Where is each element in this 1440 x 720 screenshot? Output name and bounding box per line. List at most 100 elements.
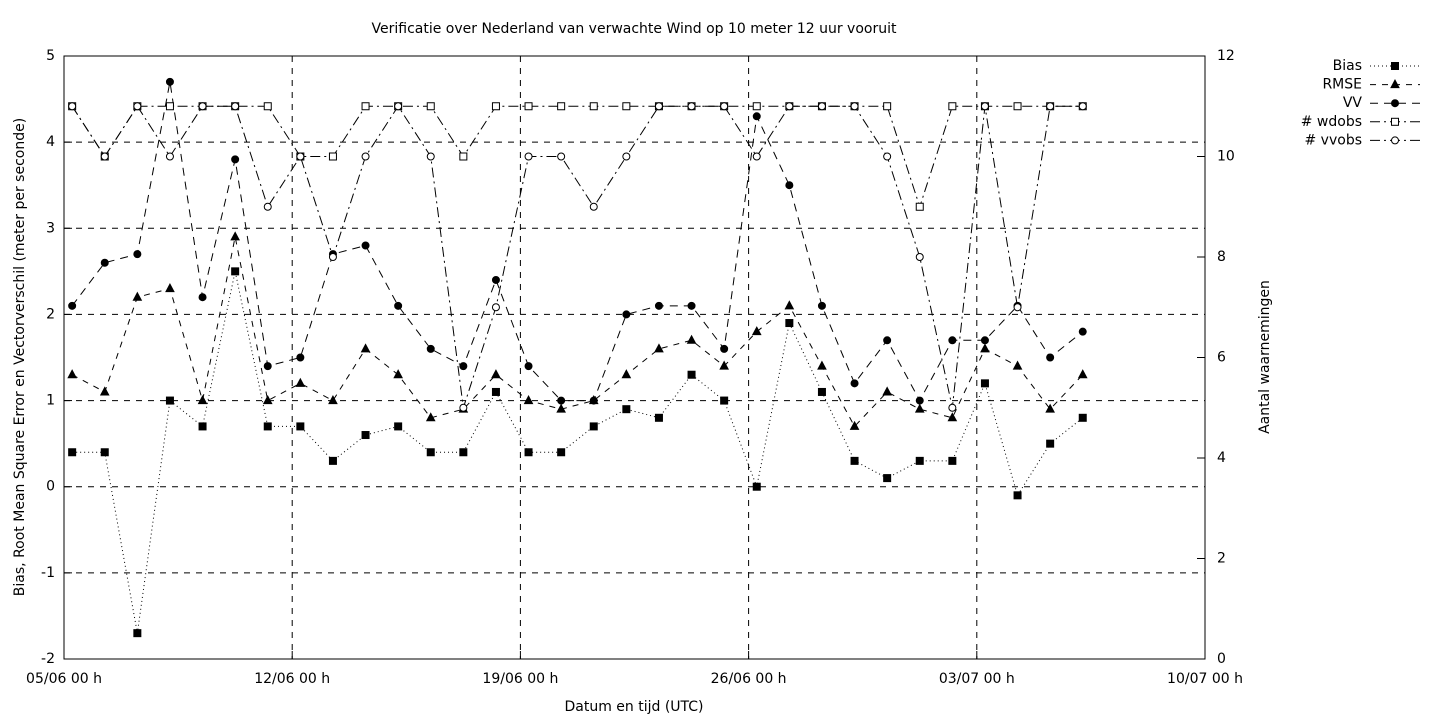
point xyxy=(589,202,598,211)
point xyxy=(654,301,663,310)
point xyxy=(948,456,957,465)
point xyxy=(296,353,305,362)
point xyxy=(263,422,272,431)
point xyxy=(752,112,761,121)
point xyxy=(1077,369,1088,379)
point xyxy=(491,369,501,379)
point xyxy=(882,386,892,396)
y2-axis-label: Aantal waarnemingen xyxy=(1257,280,1273,434)
y-tick-label: -1 xyxy=(41,565,55,581)
point xyxy=(393,369,403,379)
point xyxy=(100,258,109,267)
point xyxy=(915,202,924,211)
point xyxy=(328,456,337,465)
y2-tick-label: 2 xyxy=(1217,551,1226,567)
point xyxy=(67,369,77,379)
point xyxy=(360,343,371,353)
point xyxy=(621,369,632,379)
point xyxy=(850,379,859,388)
point xyxy=(850,102,859,111)
point xyxy=(1078,102,1087,111)
point xyxy=(361,241,370,250)
x-axis-label: Datum en tijd (UTC) xyxy=(564,699,703,715)
point xyxy=(426,448,435,457)
point xyxy=(883,152,892,161)
point xyxy=(263,362,272,371)
series-line xyxy=(71,105,1083,209)
point xyxy=(752,102,761,111)
point xyxy=(524,448,533,457)
point xyxy=(948,102,957,111)
x-tick-label: 19/06 00 h xyxy=(482,671,558,687)
point xyxy=(557,448,566,457)
y-tick-label: 5 xyxy=(46,48,55,64)
point xyxy=(654,343,664,353)
point xyxy=(296,422,305,431)
point xyxy=(198,293,207,302)
point xyxy=(231,267,240,276)
point xyxy=(557,396,566,405)
point xyxy=(556,403,566,413)
point xyxy=(426,344,435,353)
y-tick-label: -2 xyxy=(41,651,55,667)
point xyxy=(785,181,794,190)
point xyxy=(459,362,468,371)
point xyxy=(980,102,989,111)
point xyxy=(817,360,827,370)
y-axis-label: Bias, Root Mean Square Error en Vectorve… xyxy=(12,118,28,596)
y-tick-label: 1 xyxy=(46,393,55,409)
point xyxy=(197,395,208,405)
point xyxy=(68,301,77,310)
point xyxy=(165,102,174,111)
point xyxy=(914,403,925,413)
legend-marker xyxy=(1391,99,1399,108)
point xyxy=(426,152,435,161)
point xyxy=(198,422,207,431)
point xyxy=(198,102,207,111)
point xyxy=(426,102,435,111)
series-line xyxy=(72,271,1084,634)
legend-marker xyxy=(1391,117,1399,126)
point xyxy=(817,301,826,310)
point xyxy=(491,102,500,111)
point xyxy=(687,301,696,310)
point xyxy=(263,202,272,211)
point xyxy=(687,102,696,111)
point xyxy=(589,102,598,111)
point xyxy=(622,405,631,414)
point xyxy=(784,300,795,310)
point xyxy=(720,396,729,405)
point xyxy=(263,102,272,111)
point xyxy=(165,396,174,405)
point xyxy=(1046,353,1055,362)
point xyxy=(361,431,370,440)
point xyxy=(1078,327,1087,336)
y-tick-label: 4 xyxy=(46,134,55,150)
point xyxy=(165,77,174,86)
series-line xyxy=(71,81,1084,402)
y2-tick-label: 4 xyxy=(1217,450,1226,466)
x-tick-label: 05/06 00 h xyxy=(26,671,102,687)
point xyxy=(849,420,860,430)
point xyxy=(915,253,924,261)
point xyxy=(132,291,143,301)
x-tick-label: 10/07 00 h xyxy=(1167,671,1243,687)
point xyxy=(524,152,533,161)
point xyxy=(720,102,729,111)
point xyxy=(883,102,892,111)
point xyxy=(654,102,663,111)
point xyxy=(622,152,631,161)
point xyxy=(948,403,957,412)
point xyxy=(980,343,990,353)
legend-label: Bias xyxy=(1333,58,1362,74)
point xyxy=(915,456,924,465)
point xyxy=(1013,303,1022,312)
point xyxy=(133,250,142,259)
point xyxy=(817,387,826,396)
point xyxy=(394,102,403,111)
legend-marker xyxy=(1390,79,1400,89)
point xyxy=(425,412,436,422)
point xyxy=(850,456,859,465)
point xyxy=(231,155,240,164)
